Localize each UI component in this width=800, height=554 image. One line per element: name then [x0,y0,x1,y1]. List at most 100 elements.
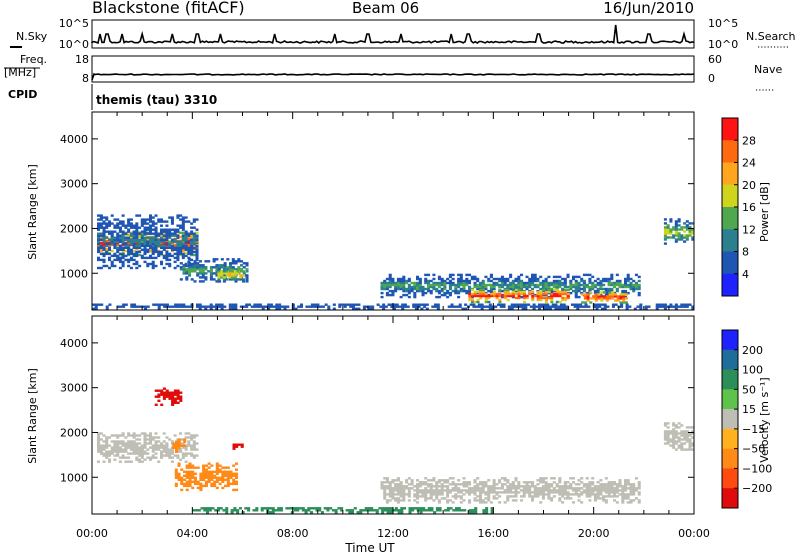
heatmap-cell [544,285,548,289]
heatmap-cell [110,450,114,453]
heatmap-cell [619,301,623,304]
heatmap-cell [416,485,420,488]
heatmap-cell [146,226,150,229]
heatmap-cell [118,450,122,453]
heatmap-cell [288,507,292,510]
heatmap-cell [449,507,453,510]
heatmap-cell [666,436,670,439]
heatmap-cell [566,275,570,279]
heatmap-cell [226,482,230,486]
heatmap-cell [105,250,109,254]
heatmap-cell [188,484,192,488]
heatmap-cell [138,442,142,445]
heatmap-cell [619,297,623,300]
heatmap-cell [359,509,363,512]
heatmap-cell [448,287,452,291]
heatmap-cell [555,485,559,488]
heatmap-cell [514,495,518,498]
heatmap-cell [596,485,600,488]
heatmap-cell [140,456,144,459]
heatmap-cell [99,218,103,221]
heatmap-cell [318,509,322,512]
heatmap-cell [181,222,185,225]
heatmap-cell [464,307,468,310]
heatmap-cell [637,483,641,486]
heatmap-cell [479,294,483,298]
heatmap-cell [149,224,153,227]
heatmap-cell [604,489,608,492]
heatmap-cell [118,226,122,229]
heatmap-cell [604,483,608,486]
heatmap-cell [539,290,543,294]
heatmap-cell [108,452,112,455]
heatmap-cell [531,495,535,498]
heatmap-cell [547,483,551,486]
heatmap-cell [102,248,106,251]
heatmap-cell [383,509,387,512]
heatmap-cell [235,445,239,448]
heatmap-cell [199,486,203,490]
heatmap-cell [525,296,529,300]
heatmap-cell [132,224,136,227]
heatmap-cell [165,234,169,237]
heatmap-cell [396,281,400,285]
heatmap-cell [588,487,592,490]
heatmap-cell [520,279,524,283]
freq-panel: Freq. [MHz] 18 8 60 0 Nave [4,53,782,91]
heatmap-cell [580,291,584,295]
heatmap-cell [585,285,589,289]
heatmap-cell [215,303,219,306]
heatmap-cell [102,446,106,449]
heatmap-cell [334,509,338,512]
heatmap-cell [138,305,142,308]
y-tick-label: 2000 [60,426,88,439]
heatmap-cell [173,252,177,256]
heatmap-cell [528,491,532,494]
heatmap-cell [118,460,122,463]
heatmap-cell [413,495,417,498]
heatmap-cell [198,260,202,263]
heatmap-cell [613,499,617,502]
heatmap-cell [489,283,493,287]
heatmap-cell [352,305,356,308]
heatmap-cell [168,240,172,243]
heatmap-cell [116,240,120,243]
heatmap-cell [669,220,673,223]
heatmap-cell [569,283,573,287]
heatmap-cell [520,283,524,287]
heatmap-cell [221,478,225,481]
heatmap-cell [102,232,106,235]
heatmap-cell [473,300,477,304]
colorbar-tick: 12 [742,223,756,236]
heatmap-cell [218,470,222,473]
heatmap-cell [479,483,483,486]
heatmap-cell [624,277,628,281]
heatmap-cell [396,287,400,291]
heatmap-cell [563,493,567,496]
heatmap-cell [479,493,483,496]
heatmap-cell [224,466,228,469]
heatmap-cell [616,299,620,302]
heatmap-cell [511,491,515,494]
heatmap-cell [367,507,371,510]
heatmap-cell [168,232,172,235]
heatmap-cell [253,305,257,308]
heatmap-cell [110,262,114,266]
heatmap-cell [572,283,576,287]
heatmap-cell [626,501,630,504]
heatmap-cell [233,509,237,512]
heatmap-cell [483,305,487,308]
heatmap-cell [457,509,461,512]
heatmap-cell [135,246,139,249]
heatmap-cell [520,485,524,488]
heatmap-cell [140,444,144,447]
heatmap-cell [365,305,369,308]
heatmap-cell [582,285,586,289]
heatmap-cell [436,307,440,310]
heatmap-cell [691,305,695,308]
heatmap-cell [468,296,472,300]
heatmap-cell [484,294,488,298]
heatmap-cell [394,509,398,512]
heatmap-cell [621,283,625,287]
heatmap-cell [495,296,499,300]
